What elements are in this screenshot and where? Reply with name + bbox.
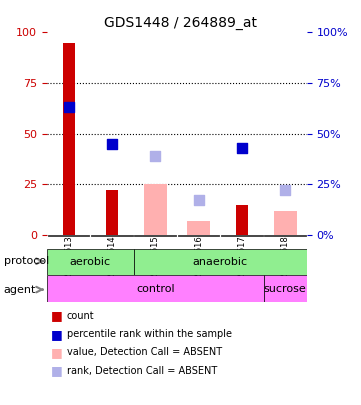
Text: GSM38618: GSM38618: [281, 235, 290, 281]
Text: GDS1448 / 264889_at: GDS1448 / 264889_at: [104, 16, 257, 30]
Text: value, Detection Call = ABSENT: value, Detection Call = ABSENT: [67, 347, 222, 357]
FancyBboxPatch shape: [134, 235, 176, 236]
Bar: [236, 205, 248, 235]
Bar: [187, 221, 210, 235]
Bar: [274, 211, 296, 235]
Text: percentile rank within the sample: percentile rank within the sample: [67, 329, 232, 339]
Bar: [62, 43, 75, 235]
Text: GSM38615: GSM38615: [151, 235, 160, 281]
Bar: [144, 184, 166, 235]
FancyBboxPatch shape: [91, 235, 133, 236]
FancyBboxPatch shape: [47, 249, 134, 275]
Text: ■: ■: [51, 309, 62, 322]
FancyBboxPatch shape: [264, 275, 307, 302]
FancyBboxPatch shape: [134, 249, 307, 275]
Text: ■: ■: [51, 328, 62, 341]
Point: [66, 104, 71, 111]
Text: aerobic: aerobic: [70, 257, 111, 267]
FancyBboxPatch shape: [47, 275, 264, 302]
Point: [196, 197, 201, 204]
FancyBboxPatch shape: [221, 235, 263, 236]
Text: control: control: [136, 284, 174, 294]
Text: anaerobic: anaerobic: [193, 257, 248, 267]
Point: [152, 153, 158, 159]
Text: GSM38616: GSM38616: [194, 235, 203, 281]
Point: [109, 141, 115, 147]
Text: GSM38617: GSM38617: [238, 235, 246, 281]
Bar: [106, 190, 118, 235]
FancyBboxPatch shape: [178, 235, 219, 236]
FancyBboxPatch shape: [264, 235, 306, 236]
Text: agent: agent: [4, 285, 36, 294]
Text: GSM38614: GSM38614: [108, 235, 116, 281]
Text: rank, Detection Call = ABSENT: rank, Detection Call = ABSENT: [67, 366, 217, 375]
Text: count: count: [67, 311, 95, 321]
Text: ■: ■: [51, 364, 62, 377]
Text: sucrose: sucrose: [264, 284, 306, 294]
Text: GSM38613: GSM38613: [64, 235, 73, 281]
Text: ■: ■: [51, 346, 62, 359]
FancyBboxPatch shape: [48, 235, 90, 236]
Text: protocol: protocol: [4, 256, 49, 266]
Point: [239, 145, 245, 151]
Point: [282, 187, 288, 194]
